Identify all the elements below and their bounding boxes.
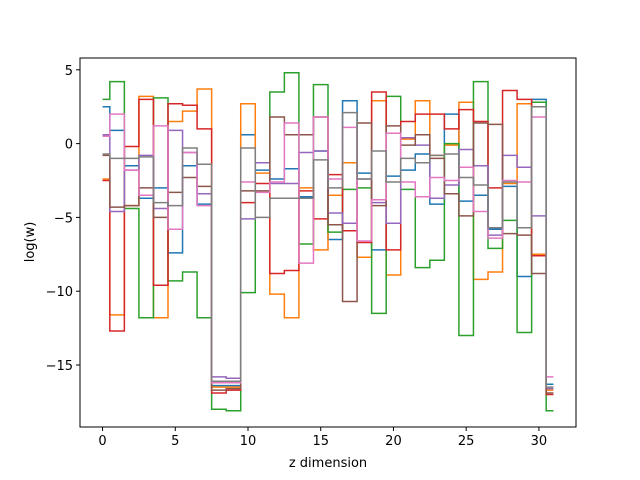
x-tick-label: 20 — [385, 434, 402, 449]
y-axis: −15 −10 −5 0 5 — [46, 64, 80, 374]
y-tick-label: −5 — [54, 211, 73, 226]
y-tick-label: −10 — [46, 285, 73, 300]
x-tick-label: 10 — [240, 434, 257, 449]
y-tick-label: 5 — [65, 64, 73, 79]
series-line-6 — [102, 116, 554, 394]
x-tick-label: 15 — [312, 434, 329, 449]
x-tick-label: 30 — [531, 434, 548, 449]
series-line-8 — [102, 105, 554, 388]
plot-frame — [79, 57, 577, 428]
series-layer — [102, 72, 554, 412]
x-axis-label: z dimension — [289, 456, 367, 471]
y-tick-label: −15 — [46, 359, 73, 374]
x-axis: 0 5 10 15 20 25 30 — [98, 427, 547, 449]
x-tick-label: 5 — [171, 434, 179, 449]
y-tick-label: 0 — [65, 138, 73, 153]
y-axis-label: log(w) — [23, 222, 38, 263]
x-tick-label: 0 — [98, 434, 106, 449]
x-tick-label: 25 — [458, 434, 475, 449]
